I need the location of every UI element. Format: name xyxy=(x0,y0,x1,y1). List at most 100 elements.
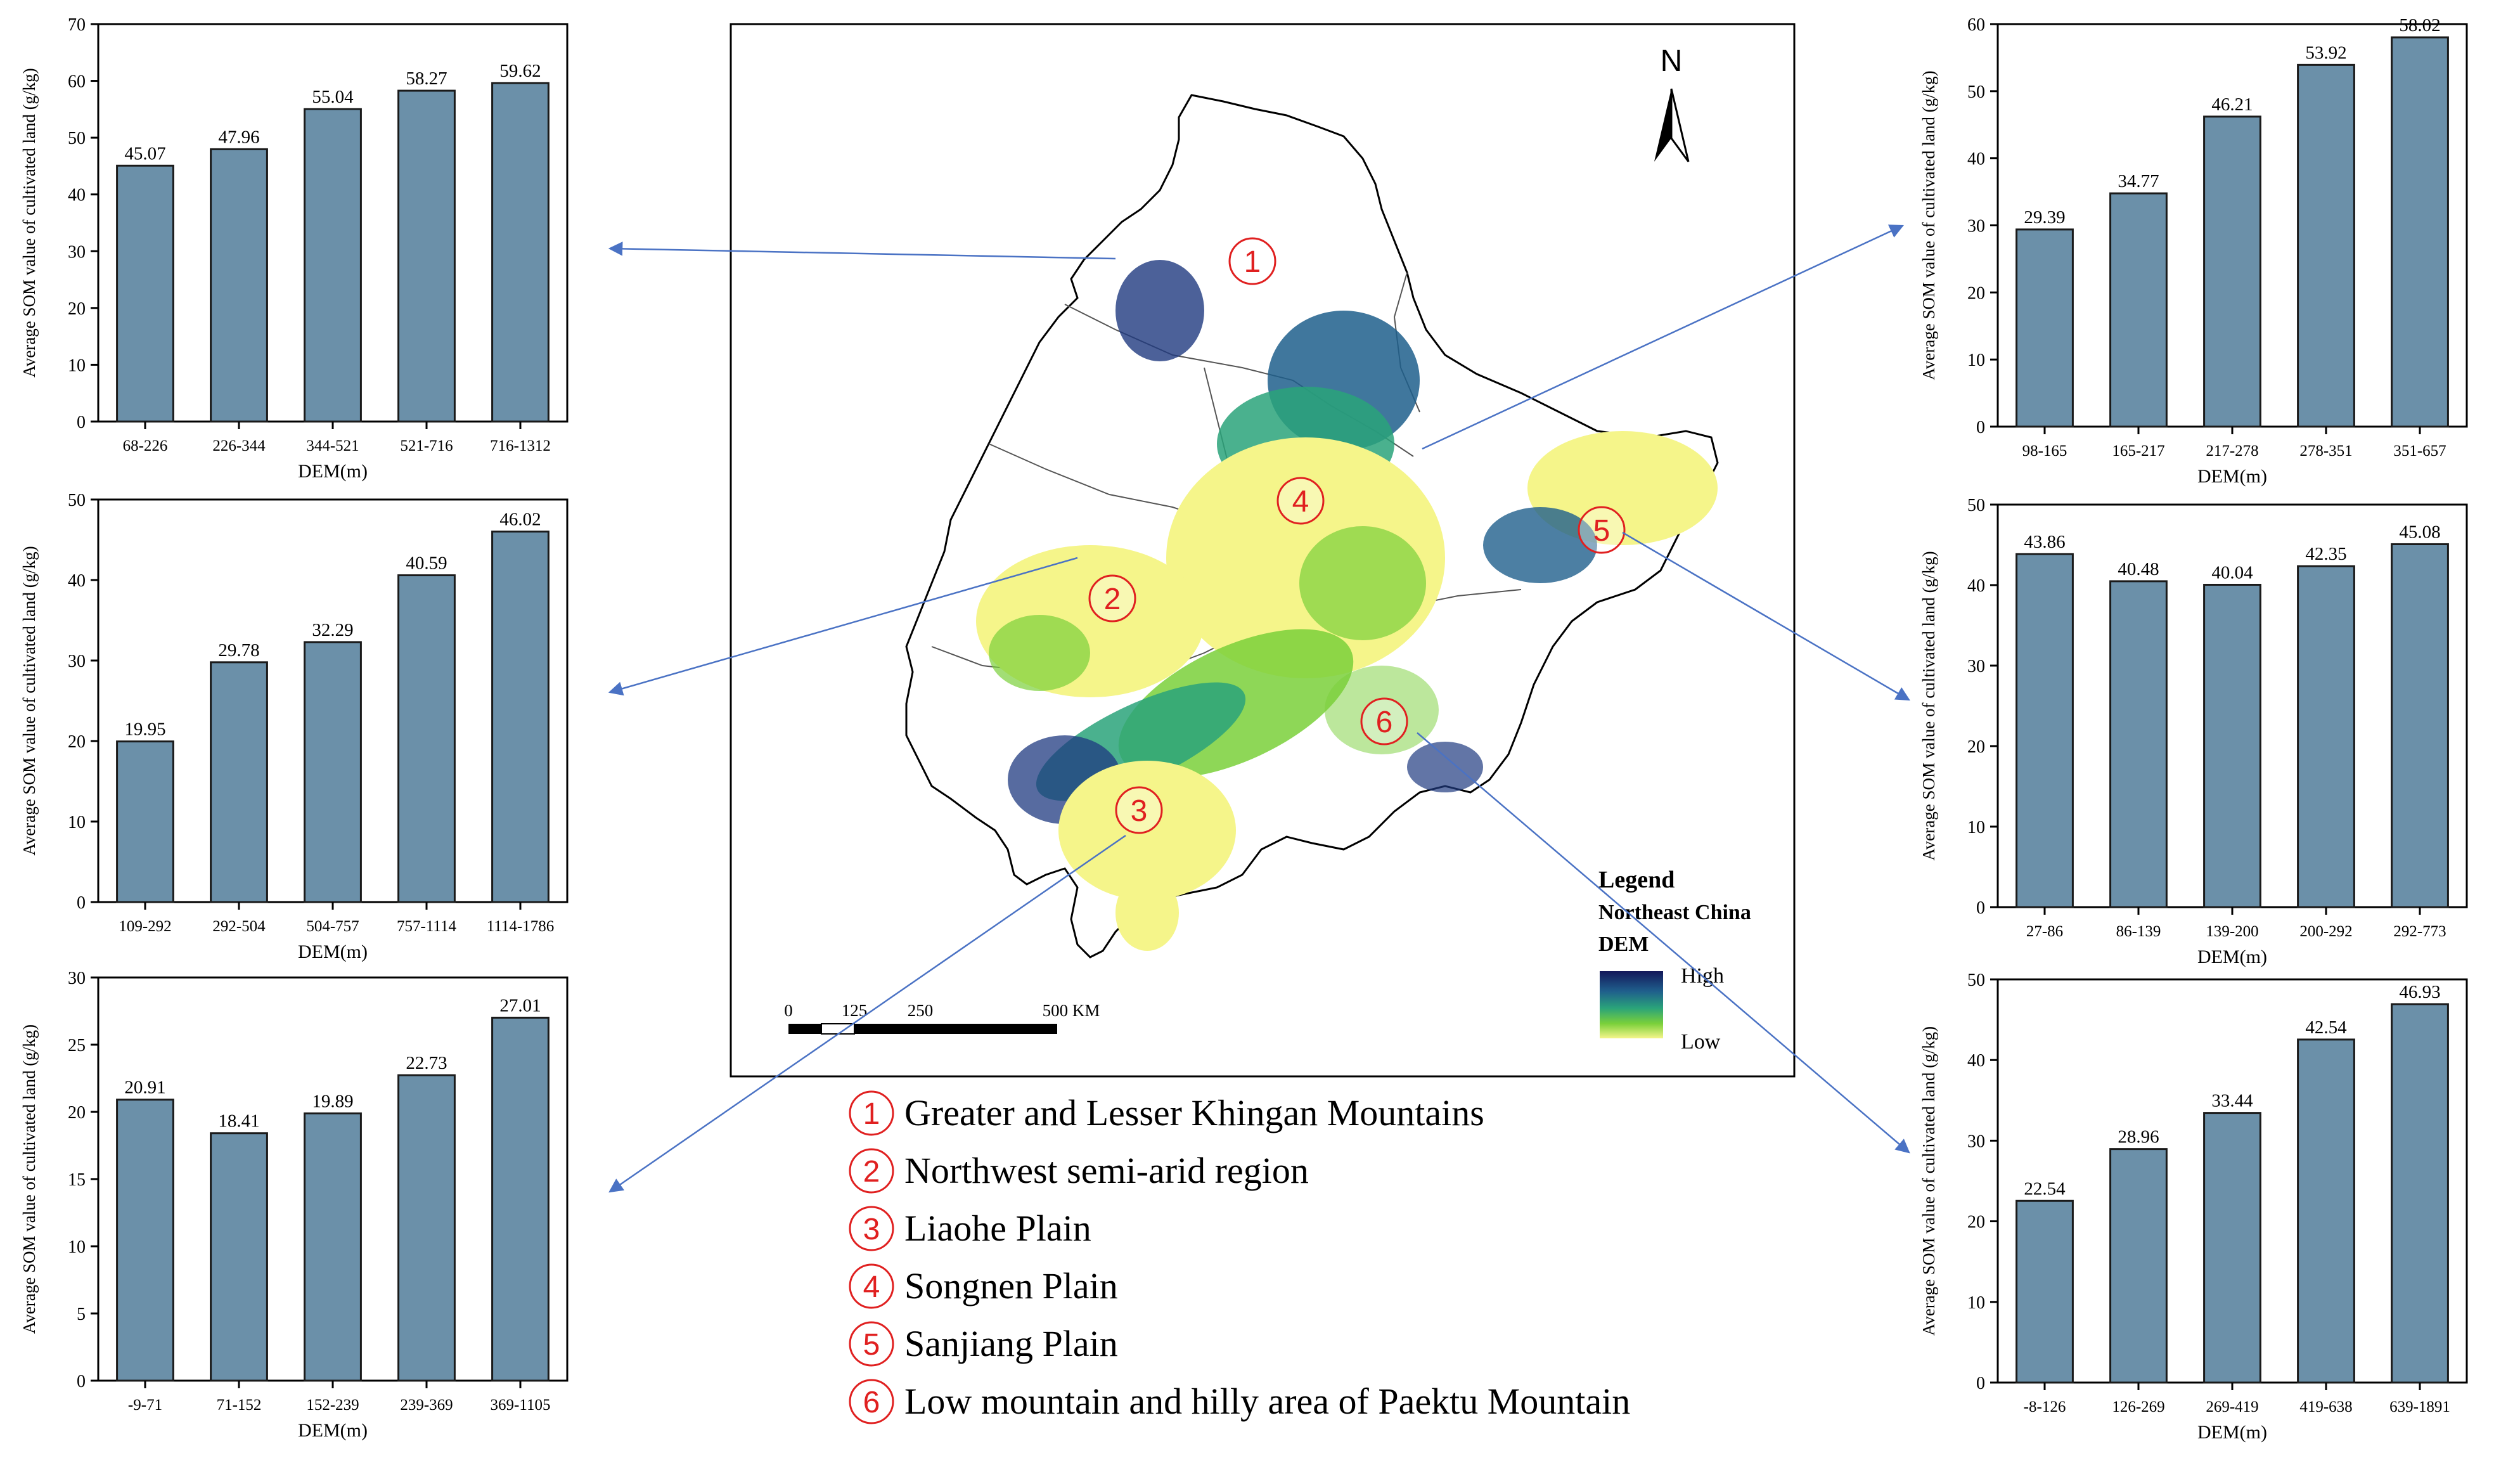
chart-region-2: 0 10 20 30 40 50 19.95 109-292 29.78 292-504 32.29… xyxy=(20,491,569,962)
bar-value-label: 33.44 xyxy=(2211,1091,2253,1111)
y-tick-label: 10 xyxy=(1967,818,1985,837)
x-axis-label: DEM(m) xyxy=(298,941,368,962)
bar-value-label: 27.01 xyxy=(499,995,541,1016)
bar-value-label: 18.41 xyxy=(218,1111,259,1132)
dem-patch-songnen-green xyxy=(1299,526,1426,640)
x-axis-label: DEM(m) xyxy=(2197,946,2267,967)
y-tick-label: 0 xyxy=(77,893,86,913)
y-tick-label: 40 xyxy=(68,186,86,205)
x-tick-label: 217-278 xyxy=(2206,442,2258,460)
region-list-item: 6 Low mountain and hilly area of Paektu M… xyxy=(849,1379,1630,1424)
region-number-circle xyxy=(849,1090,894,1136)
y-tick-label: 20 xyxy=(1967,283,1985,303)
bar-27-86 xyxy=(2015,553,2074,908)
region-number-circle xyxy=(849,1321,894,1367)
bar-value-label: 40.59 xyxy=(406,553,447,574)
arrow-region-6 xyxy=(1417,732,1910,1154)
y-tick-label: 5 xyxy=(77,1305,86,1324)
bar-value-label: 22.73 xyxy=(406,1053,447,1073)
x-tick-label: 639-1891 xyxy=(2389,1398,2450,1416)
bar-344-521 xyxy=(304,108,362,423)
y-tick-label: 60 xyxy=(68,72,86,92)
legend-low: Low xyxy=(1681,1030,1721,1054)
bar-152-239 xyxy=(304,1112,362,1382)
region-number-circle xyxy=(849,1148,894,1194)
bar-value-label: 55.04 xyxy=(312,87,354,107)
region-list: 1 Greater and Lesser Khingan Mountains 2 No… xyxy=(849,1090,1630,1424)
dem-patch-liaohe xyxy=(1058,761,1236,900)
x-tick-label: 716-1312 xyxy=(490,437,551,455)
bar-value-label: 20.91 xyxy=(124,1078,165,1098)
scale-tick-0: 0 xyxy=(784,1001,793,1020)
svg-text:1: 1 xyxy=(1244,245,1261,279)
x-tick-label: 1114-1786 xyxy=(487,918,554,935)
x-tick-label: 27-86 xyxy=(2026,923,2063,940)
bar-value-label: 32.29 xyxy=(312,620,353,640)
x-tick-label: 165-217 xyxy=(2112,442,2164,460)
y-tick-label: 10 xyxy=(68,356,86,375)
arrow-region-4 xyxy=(1422,224,1905,450)
y-tick-label: 0 xyxy=(77,413,86,432)
bar-value-label: 43.86 xyxy=(2024,532,2065,552)
bar-value-label: 34.77 xyxy=(2118,171,2159,191)
y-tick-label: 0 xyxy=(1976,1374,1985,1393)
x-tick-label: 200-292 xyxy=(2299,923,2352,940)
legend-layer: DEM xyxy=(1598,932,1649,956)
region-marker-6: 6 xyxy=(1360,697,1408,745)
x-tick-label: 226-344 xyxy=(212,437,266,455)
x-tick-label: 419-638 xyxy=(2299,1398,2352,1416)
y-tick-label: 40 xyxy=(1967,1051,1985,1071)
x-axis-label: DEM(m) xyxy=(2197,1422,2267,1443)
dem-colour-ramp xyxy=(1600,971,1663,1038)
bar-value-label: 47.96 xyxy=(218,127,259,147)
bar-239-369 xyxy=(397,1074,456,1382)
x-tick-label: 292-773 xyxy=(2393,923,2446,940)
y-tick-label: 20 xyxy=(68,299,86,319)
region-marker-4: 4 xyxy=(1276,477,1325,525)
y-axis-label: Average SOM value of cultivated land (g/… xyxy=(20,546,39,855)
y-axis-label: Average SOM value of cultivated land (g/… xyxy=(1919,551,1938,860)
bar-value-label: 29.39 xyxy=(2024,207,2065,228)
bar-278-351 xyxy=(2297,63,2355,428)
bar-value-label: 53.92 xyxy=(2305,42,2346,63)
bar-value-label: 45.07 xyxy=(124,143,165,164)
scale-tick-250: 250 xyxy=(908,1001,934,1020)
dem-patch-north xyxy=(1115,260,1204,361)
bar-value-label: 29.78 xyxy=(218,640,259,661)
y-tick-label: 0 xyxy=(77,1372,86,1391)
region-markers: 1 2 3 4 5 6 xyxy=(1088,237,1626,834)
y-tick-label: 30 xyxy=(68,969,86,988)
legend-subtitle: Northeast China xyxy=(1598,901,1751,924)
y-tick-label: 20 xyxy=(1967,737,1985,757)
bar-126-269 xyxy=(2109,1148,2168,1384)
x-axis-label: DEM(m) xyxy=(2197,466,2267,487)
bar-1114-1786 xyxy=(491,531,550,903)
chart-region-4: 0 10 20 30 40 50 60 29.39 98-165 34.77 165-217 46.2… xyxy=(1919,15,2468,487)
bar-139-200 xyxy=(2203,583,2261,908)
bar-value-label: 19.95 xyxy=(124,719,165,740)
y-tick-label: 60 xyxy=(1967,15,1985,35)
arrow-region-3 xyxy=(608,834,1126,1193)
bar-165-217 xyxy=(2109,192,2168,428)
x-tick-label: -9-71 xyxy=(128,1397,162,1414)
arrow-region-1 xyxy=(608,242,1116,260)
bar--9-71 xyxy=(116,1099,174,1382)
y-tick-label: 50 xyxy=(1967,496,1985,515)
bar-226-344 xyxy=(210,148,268,423)
y-tick-label: 40 xyxy=(1967,576,1985,596)
x-tick-label: 139-200 xyxy=(2206,923,2258,940)
bar-757-1114 xyxy=(397,574,456,903)
y-tick-label: 10 xyxy=(68,813,86,832)
y-tick-label: 10 xyxy=(1967,351,1985,370)
bar-109-292 xyxy=(116,740,174,903)
x-tick-label: 504-757 xyxy=(306,918,359,935)
x-tick-label: 239-369 xyxy=(400,1397,453,1414)
bar-value-label: 58.27 xyxy=(406,68,447,89)
scale-tick-500: 500 KM xyxy=(1043,1001,1100,1020)
dem-surface xyxy=(976,260,1718,951)
north-label: N xyxy=(1661,44,1683,78)
y-tick-label: 20 xyxy=(68,732,86,752)
y-tick-label: 0 xyxy=(1976,418,1985,437)
x-axis-label: DEM(m) xyxy=(298,461,368,482)
bar-716-1312 xyxy=(491,82,550,423)
